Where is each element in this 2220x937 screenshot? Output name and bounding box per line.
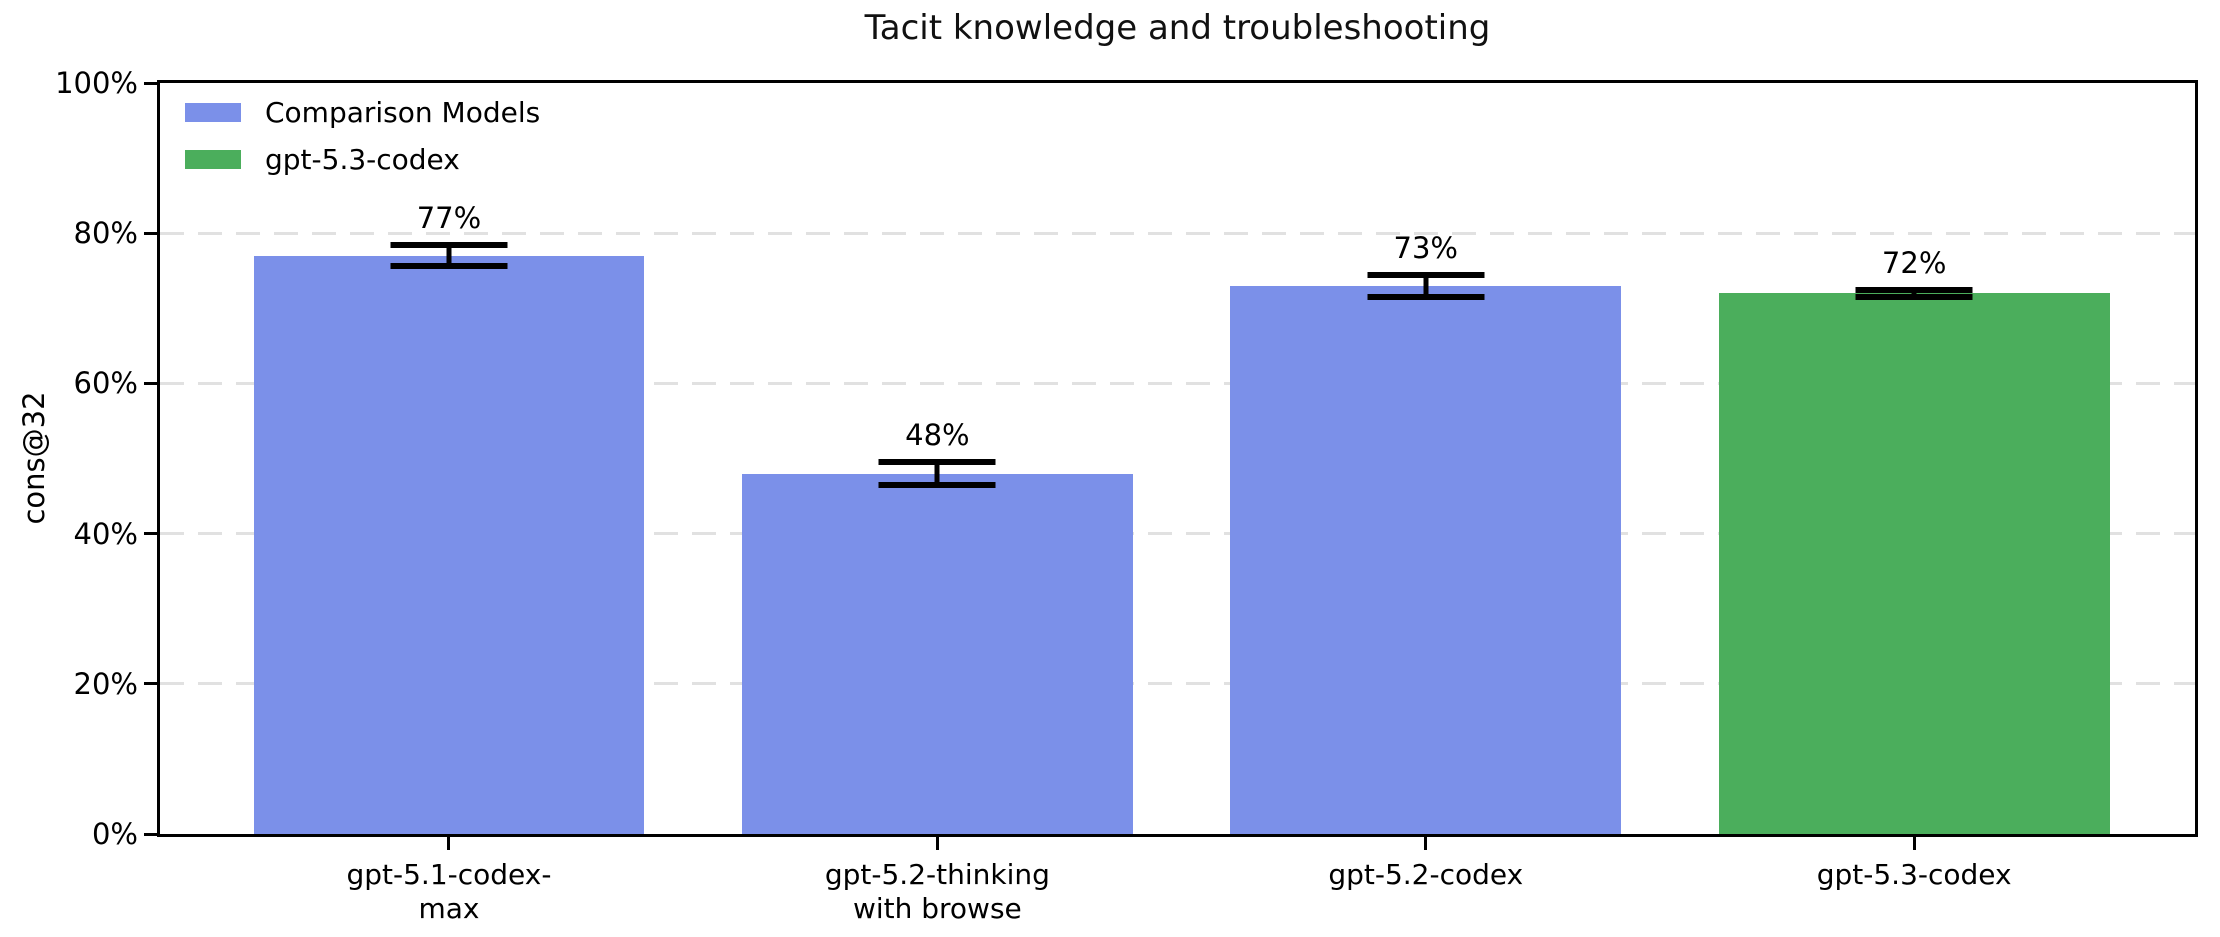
x-tick-label-line: gpt-5.2-thinking	[824, 858, 1050, 891]
x-tick-mark	[1912, 837, 1916, 850]
error-bar-cap-bottom	[1855, 294, 1973, 301]
x-tick-mark	[1424, 837, 1428, 850]
error-bar-cap-top	[878, 459, 996, 466]
bar-value-label: 48%	[905, 418, 970, 453]
error-bar-stem	[446, 245, 452, 267]
bars-layer: 77% 48% 73% 72%	[160, 83, 2195, 834]
y-axis-label: cons@32	[17, 391, 51, 525]
x-tick-label: gpt-5.2-thinking with browse	[637, 858, 1237, 926]
error-bar-cap-top	[1367, 271, 1485, 278]
y-tick-label: 60%	[73, 366, 138, 401]
x-tick-label-line: gpt-5.3-codex	[1816, 858, 2012, 891]
bar-value-label: 77%	[416, 201, 482, 236]
legend: Comparison Models gpt-5.3-codex	[185, 89, 540, 183]
y-tick-mark	[144, 81, 157, 85]
x-tick-label-line: max	[418, 892, 480, 925]
error-bar-cap-bottom	[390, 263, 508, 270]
x-tick-label-line: gpt-5.1-codex-	[346, 858, 552, 891]
error-bar-cap-bottom	[1367, 294, 1485, 301]
bar-value-label: 73%	[1393, 230, 1458, 265]
gridline	[160, 231, 2195, 235]
gridline	[160, 682, 2195, 686]
error-bar-cap-bottom	[878, 481, 996, 488]
x-tick-mark	[447, 837, 451, 850]
x-tick-label: gpt-5.1-codex-max	[149, 858, 749, 926]
x-tick-label-line: gpt-5.2-codex	[1328, 858, 1524, 891]
plot-area: 77% 48% 73% 72% Comparison Models gpt-5.3-co…	[157, 80, 2198, 837]
bar	[742, 473, 1133, 834]
error-bar-stem	[1423, 274, 1429, 298]
legend-swatch	[185, 103, 241, 122]
gridline	[160, 381, 2195, 385]
y-tick-label: 0%	[91, 817, 138, 851]
error-bar-stem	[934, 462, 940, 485]
legend-label: Comparison Models	[265, 96, 541, 129]
legend-item: Comparison Models	[185, 89, 540, 136]
error-bar-cap-top	[390, 242, 508, 249]
gridlines-layer	[160, 83, 2195, 834]
y-tick-mark	[144, 231, 157, 235]
gridline	[160, 532, 2195, 536]
chart-title: Tacit knowledge and troubleshooting	[864, 8, 1491, 48]
bar	[1718, 293, 2110, 834]
y-tick-label: 40%	[73, 516, 138, 551]
y-tick-label: 20%	[73, 666, 138, 701]
y-tick-mark	[144, 532, 157, 536]
legend-swatch	[185, 150, 241, 169]
bar	[1230, 285, 1622, 834]
x-tick-label: gpt-5.2-codex	[1126, 858, 1726, 892]
legend-label: gpt-5.3-codex	[265, 143, 460, 176]
x-tick-label: gpt-5.3-codex	[1614, 858, 2214, 892]
x-tick-label-line: with browse	[852, 892, 1022, 925]
y-tick-label: 100%	[55, 66, 138, 100]
error-bar-stem	[1911, 289, 1917, 298]
y-tick-label: 80%	[73, 216, 138, 251]
bar	[253, 255, 645, 834]
x-tick-mark	[935, 837, 939, 850]
error-bar-cap-top	[1855, 286, 1973, 293]
bar-value-label: 72%	[1881, 245, 1947, 280]
legend-item: gpt-5.3-codex	[185, 136, 540, 183]
y-tick-mark	[144, 682, 157, 686]
y-tick-mark	[144, 832, 157, 836]
y-tick-mark	[144, 381, 157, 385]
